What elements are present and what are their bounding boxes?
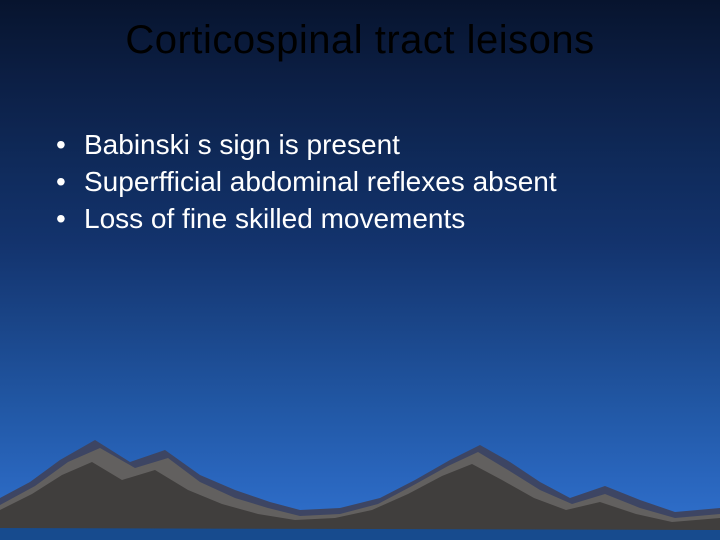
- list-item: Babinski s sign is present: [54, 128, 557, 162]
- mountain-graphic: [0, 390, 720, 540]
- slide: Corticospinal tract leisons Babinski s s…: [0, 0, 720, 540]
- slide-title: Corticospinal tract leisons: [0, 18, 720, 63]
- bullet-list: Babinski s sign is present Superfficial …: [54, 128, 557, 239]
- list-item: Superfficial abdominal reflexes absent: [54, 165, 557, 199]
- list-item: Loss of fine skilled movements: [54, 202, 557, 236]
